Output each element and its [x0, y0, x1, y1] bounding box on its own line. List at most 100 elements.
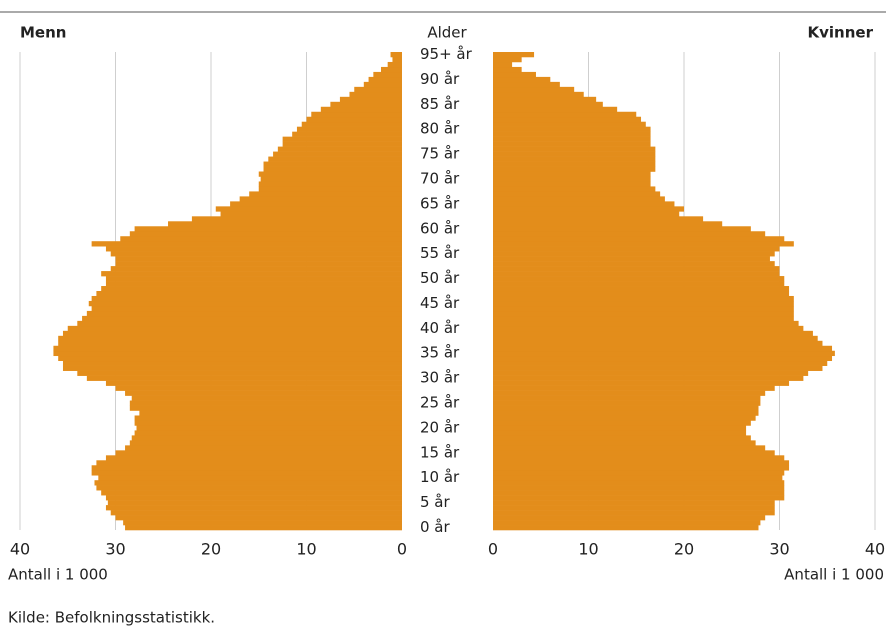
bar [349, 91, 402, 98]
bar [129, 231, 402, 237]
bar [493, 380, 790, 386]
bar [493, 71, 536, 78]
bar [392, 56, 402, 63]
bar [125, 390, 403, 396]
bar [493, 480, 785, 486]
y-tick-label: 55 år [420, 244, 460, 262]
bar [306, 116, 402, 123]
bar [339, 96, 402, 103]
bar [273, 151, 402, 157]
bar [363, 81, 402, 88]
left-title: Menn [20, 24, 66, 42]
bar [493, 246, 780, 252]
y-tick-label: 85 år [420, 95, 460, 113]
y-tick-label: 70 år [420, 169, 460, 187]
bar [493, 126, 651, 132]
bar [493, 500, 775, 506]
bar [493, 171, 651, 177]
bar [493, 410, 759, 416]
bar [493, 231, 766, 237]
bar [493, 320, 799, 327]
bar [105, 495, 402, 501]
source: Kilde: Befolkningsstatistikk. [8, 609, 215, 627]
bar [493, 221, 723, 227]
bar [493, 325, 804, 332]
bar [88, 300, 402, 307]
bar [493, 186, 656, 192]
bar [105, 380, 402, 386]
bar [125, 525, 403, 531]
bar [249, 191, 402, 197]
bar [91, 241, 402, 247]
bar [493, 340, 823, 347]
bar [493, 181, 651, 187]
bar [258, 181, 402, 187]
x-tick-label: 30 [105, 540, 125, 559]
bar [493, 330, 813, 337]
bar [493, 141, 651, 147]
y-tick-label: 0 år [420, 518, 451, 536]
bar [129, 400, 402, 406]
bar [373, 71, 402, 78]
bar [115, 450, 402, 456]
bar [53, 350, 403, 357]
bar [101, 271, 403, 277]
bar [282, 136, 402, 142]
bar [136, 425, 402, 431]
bar [493, 166, 656, 172]
x-tick-label: 10 [296, 540, 316, 559]
y-tick-label: 30 år [420, 369, 460, 387]
y-tick-label: 40 år [420, 319, 460, 337]
x-tick-label: 10 [578, 540, 598, 559]
bar [77, 320, 403, 327]
bar [277, 146, 402, 152]
bar [493, 111, 637, 118]
bar [493, 385, 775, 391]
y-tick-label: 95+ år [420, 45, 473, 63]
y-tick-label: 5 år [420, 493, 451, 511]
bar [493, 191, 661, 197]
bar [493, 520, 761, 526]
x-tick-label: 0 [397, 540, 407, 559]
bar [493, 425, 747, 431]
bar [62, 360, 402, 366]
bar [493, 91, 584, 98]
bar [493, 226, 751, 232]
bar [493, 355, 833, 362]
bar [493, 395, 761, 401]
bar [98, 475, 402, 481]
bar [91, 305, 402, 312]
bar [493, 300, 794, 307]
bar [96, 291, 403, 297]
bar [493, 286, 790, 292]
bar [493, 445, 766, 451]
bar [311, 111, 402, 118]
bar [110, 510, 402, 516]
bar [292, 131, 402, 137]
bar [390, 52, 402, 58]
bar [493, 295, 794, 302]
bar [110, 266, 402, 272]
y-tick-label: 75 år [420, 145, 460, 163]
bar [115, 385, 402, 391]
bar [493, 375, 804, 381]
x-tick-label: 0 [488, 540, 498, 559]
bar [282, 141, 402, 147]
bar [493, 61, 513, 68]
bar [94, 480, 403, 486]
bar [493, 435, 751, 441]
bar [101, 286, 403, 292]
bar [493, 156, 656, 162]
bar [96, 485, 403, 491]
x-tick-label: 20 [201, 540, 221, 559]
bar [107, 500, 403, 506]
x-axis-title: Antall i 1 000 [784, 566, 884, 584]
bar [493, 440, 756, 446]
bar [258, 171, 402, 177]
bar [493, 510, 775, 516]
bar [493, 52, 535, 58]
bar [258, 186, 402, 192]
bar [493, 455, 785, 461]
bar [493, 146, 656, 152]
bar [493, 151, 656, 157]
